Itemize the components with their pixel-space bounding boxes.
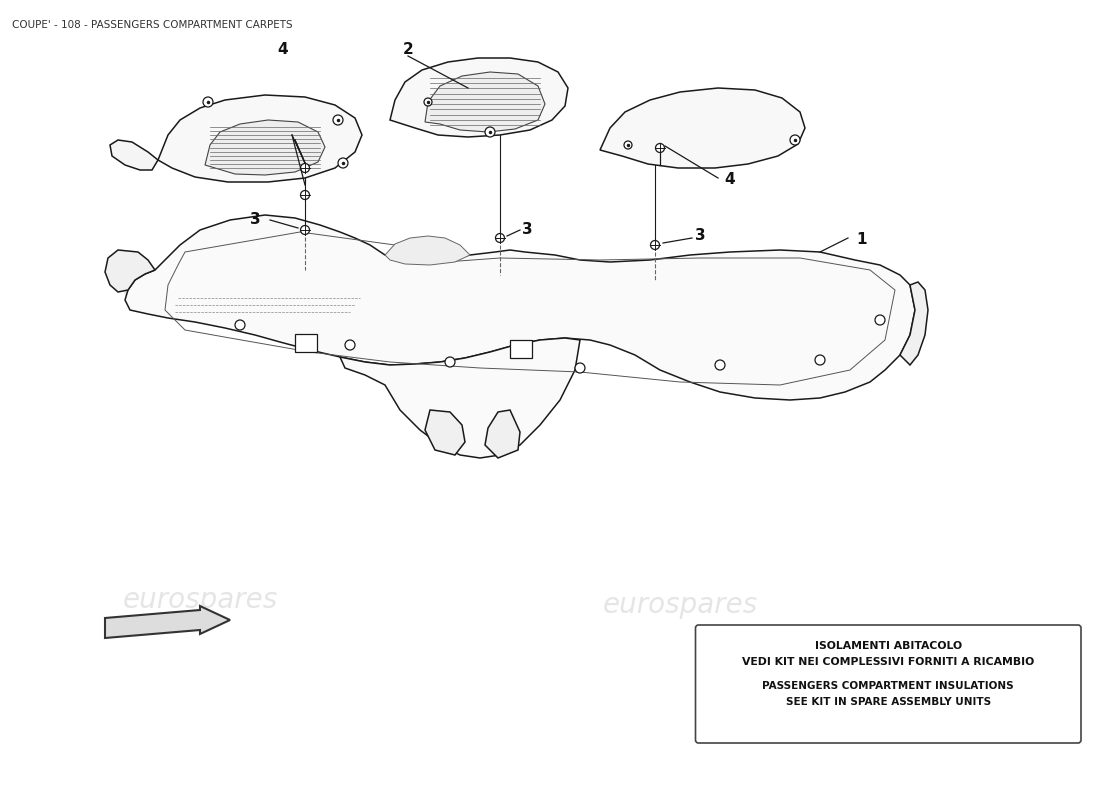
- Circle shape: [424, 98, 432, 106]
- Polygon shape: [125, 215, 915, 400]
- Text: SEE KIT IN SPARE ASSEMBLY UNITS: SEE KIT IN SPARE ASSEMBLY UNITS: [785, 697, 991, 707]
- Circle shape: [300, 163, 309, 173]
- Text: 4: 4: [725, 173, 735, 187]
- Polygon shape: [390, 58, 568, 137]
- Circle shape: [333, 115, 343, 125]
- Circle shape: [446, 357, 455, 367]
- Circle shape: [345, 340, 355, 350]
- Polygon shape: [425, 410, 465, 455]
- Circle shape: [874, 315, 886, 325]
- Circle shape: [815, 355, 825, 365]
- Polygon shape: [900, 282, 928, 365]
- Text: eurospares: eurospares: [542, 276, 697, 304]
- Circle shape: [575, 363, 585, 373]
- Text: eurospares: eurospares: [122, 586, 277, 614]
- FancyBboxPatch shape: [695, 625, 1081, 743]
- Circle shape: [485, 127, 495, 137]
- Text: PASSENGERS COMPARTMENT INSULATIONS: PASSENGERS COMPARTMENT INSULATIONS: [762, 681, 1014, 691]
- Circle shape: [624, 141, 632, 149]
- Circle shape: [300, 226, 309, 234]
- Circle shape: [790, 135, 800, 145]
- Text: 1: 1: [857, 233, 867, 247]
- Circle shape: [650, 241, 660, 250]
- Polygon shape: [110, 140, 158, 170]
- Text: 3: 3: [695, 229, 705, 243]
- Text: 3: 3: [250, 213, 261, 227]
- Bar: [510, 340, 532, 358]
- Circle shape: [300, 190, 309, 199]
- Text: 4: 4: [277, 42, 288, 58]
- Circle shape: [204, 97, 213, 107]
- Polygon shape: [205, 120, 324, 175]
- Polygon shape: [104, 250, 155, 292]
- Text: VEDI KIT NEI COMPLESSIVI FORNITI A RICAMBIO: VEDI KIT NEI COMPLESSIVI FORNITI A RICAM…: [742, 657, 1034, 667]
- Text: COUPE' - 108 - PASSENGERS COMPARTMENT CARPETS: COUPE' - 108 - PASSENGERS COMPARTMENT CA…: [12, 20, 293, 30]
- Circle shape: [656, 143, 664, 153]
- Circle shape: [338, 158, 348, 168]
- Polygon shape: [600, 88, 805, 168]
- Polygon shape: [425, 72, 544, 132]
- Polygon shape: [485, 410, 520, 458]
- Text: 2: 2: [403, 42, 414, 58]
- Polygon shape: [104, 606, 230, 638]
- Text: ISOLAMENTI ABITACOLO: ISOLAMENTI ABITACOLO: [815, 641, 961, 651]
- Circle shape: [235, 320, 245, 330]
- Text: 3: 3: [521, 222, 532, 238]
- Circle shape: [715, 360, 725, 370]
- Text: eurospares: eurospares: [122, 276, 277, 304]
- Circle shape: [495, 234, 505, 242]
- Bar: [295, 334, 317, 352]
- Text: eurospares: eurospares: [603, 591, 758, 619]
- Polygon shape: [385, 236, 470, 265]
- Polygon shape: [158, 95, 362, 182]
- Polygon shape: [340, 338, 580, 458]
